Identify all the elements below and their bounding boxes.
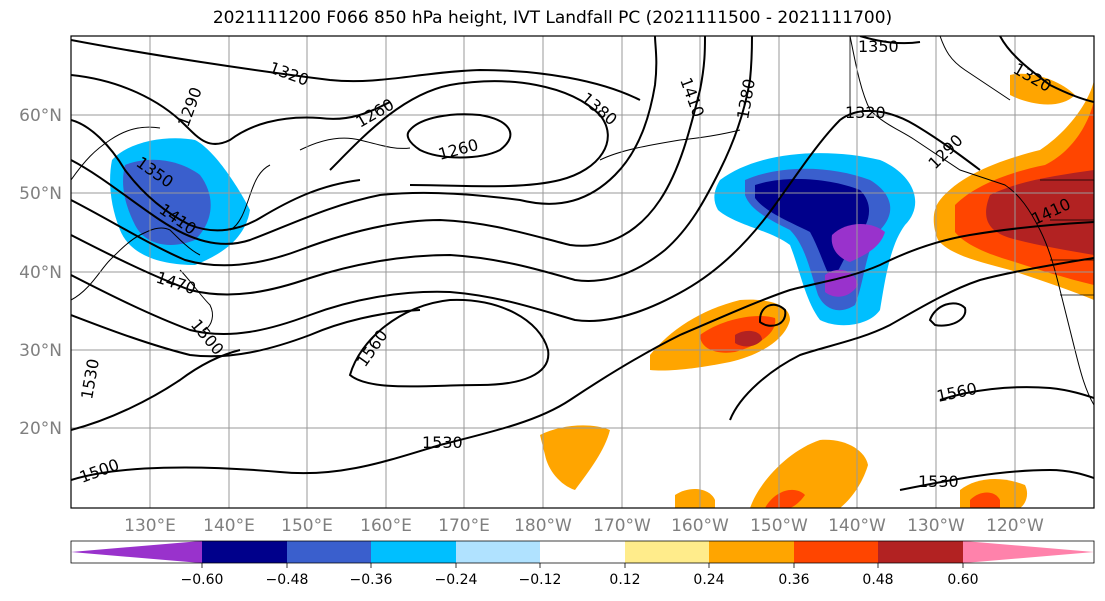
contour-label: 1350 — [858, 37, 899, 56]
lon-label: 170°E — [438, 516, 490, 536]
colorbar-tick-label: 0.60 — [947, 572, 978, 588]
colorbar-swatch — [540, 541, 625, 563]
longitude-labels: 130°E 140°E 150°E 160°E 170°E 180°W 170°… — [124, 516, 1044, 536]
colorbar-swatch — [709, 541, 794, 563]
colorbar-swatch — [963, 541, 1094, 563]
colorbar — [70, 540, 1095, 564]
contour-label: 1320 — [845, 103, 886, 122]
contour-label: 1530 — [918, 472, 959, 491]
colorbar-swatch — [287, 541, 371, 563]
colorbar-swatch — [794, 541, 878, 563]
colorbar-swatch — [456, 541, 540, 563]
lat-label: 50°N — [19, 184, 62, 204]
map-title: 2021111200 F066 850 hPa height, IVT Land… — [212, 8, 893, 28]
latitude-labels: 20°N 30°N 40°N 50°N 60°N — [19, 106, 62, 439]
colorbar-tick-label: 0.48 — [862, 572, 893, 588]
lat-label: 60°N — [19, 106, 62, 126]
lon-label: 150°E — [281, 516, 333, 536]
lon-label: 180°W — [514, 516, 572, 536]
colorbar-tick-label: 0.12 — [609, 572, 640, 588]
lon-label: 170°W — [593, 516, 651, 536]
lon-label: 150°W — [750, 516, 808, 536]
ivt-shading-negative — [110, 138, 916, 326]
colorbar-swatch — [371, 541, 456, 563]
colorbar-outline — [70, 540, 1095, 564]
colorbar-tick-label: −0.24 — [435, 572, 478, 588]
lon-label: 160°E — [360, 516, 412, 536]
map-border — [70, 35, 1095, 509]
coastlines — [71, 36, 1094, 406]
lon-label: 130°W — [907, 516, 965, 536]
colorbar-tick-label: −0.48 — [266, 572, 309, 588]
colorbar-swatch — [71, 541, 202, 563]
colorbar-tick-label: −0.12 — [519, 572, 562, 588]
lon-label: 130°E — [124, 516, 176, 536]
colorbar-tick-label: −0.60 — [181, 572, 224, 588]
colorbar-tick-label: −0.36 — [350, 572, 393, 588]
lon-label: 140°E — [203, 516, 255, 536]
lon-label: 120°W — [986, 516, 1044, 536]
colorbar-swatches — [71, 541, 1094, 563]
colorbar-tick-labels: −0.60 −0.48 −0.36 −0.24 −0.12 0.12 0.24 … — [181, 572, 979, 588]
height-contours — [71, 36, 1094, 491]
lat-label: 30°N — [19, 341, 62, 361]
colorbar-swatch — [625, 541, 709, 563]
colorbar-tick-label: 0.36 — [778, 572, 809, 588]
map-plot-area — [71, 36, 1094, 508]
colorbar-swatch — [202, 541, 287, 563]
lat-label: 40°N — [19, 263, 62, 283]
colorbar-swatch — [878, 541, 963, 563]
contour-label: 1530 — [422, 433, 463, 452]
lon-label: 160°W — [671, 516, 729, 536]
lat-label: 20°N — [19, 419, 62, 439]
colorbar-ticks — [201, 563, 964, 568]
lon-label: 140°W — [828, 516, 886, 536]
colorbar-tick-label: 0.24 — [693, 572, 724, 588]
